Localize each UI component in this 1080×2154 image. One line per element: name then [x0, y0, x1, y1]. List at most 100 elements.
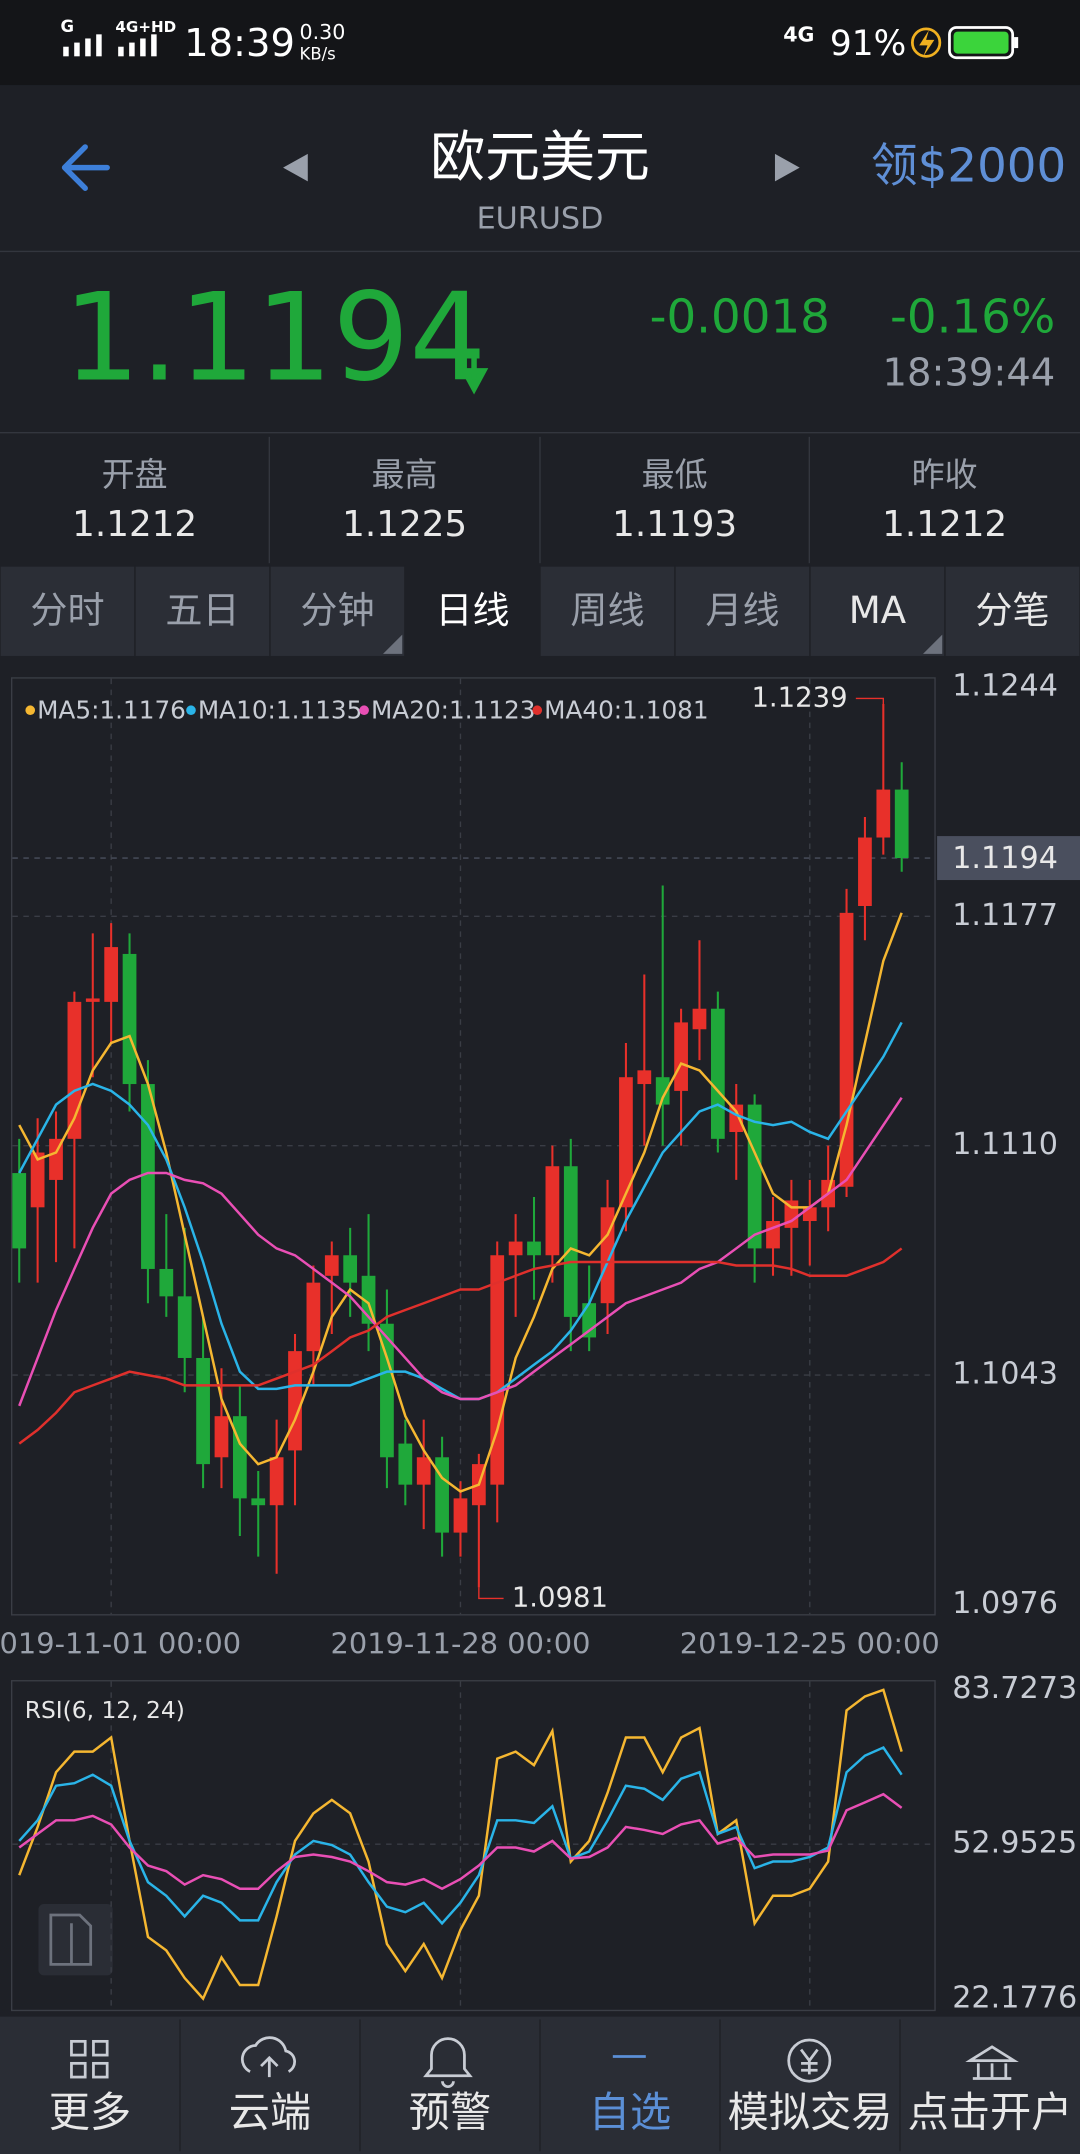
- candle-body: [435, 1457, 449, 1533]
- candle-body: [288, 1351, 302, 1451]
- tab[interactable]: [404, 565, 541, 658]
- candle-body: [306, 1282, 321, 1352]
- toggle-button[interactable]: [38, 1903, 113, 1976]
- legend-label: MA5:1.1176: [37, 696, 186, 725]
- network-label: 4G: [783, 23, 814, 47]
- candle-body: [655, 1077, 670, 1105]
- tab[interactable]: [134, 565, 271, 658]
- back-button[interactable]: [61, 144, 110, 191]
- network-label: 4G+HD: [115, 18, 176, 36]
- legend-label: MA10:1.1135: [198, 696, 363, 725]
- candle-body: [85, 998, 100, 1002]
- tab[interactable]: [674, 565, 811, 658]
- percent-change: -0.16%: [890, 291, 1055, 345]
- candle-body: [876, 789, 891, 838]
- y-tick-label: 1.1043: [952, 1357, 1058, 1392]
- tab-label: 日线: [435, 589, 509, 632]
- prev-button[interactable]: [283, 153, 308, 182]
- speed-unit: KB/s: [300, 44, 336, 63]
- stat-value: 1.1225: [342, 504, 467, 545]
- signal-icon: [63, 34, 157, 57]
- x-tick-label: 2019-11-01 00:00: [0, 1627, 241, 1661]
- y-tick-label: 22.1776: [952, 1980, 1077, 2015]
- candle-body: [67, 1001, 82, 1139]
- tab[interactable]: [809, 565, 946, 658]
- legend-dot: [532, 705, 543, 716]
- legend-label: MA20:1.1123: [371, 696, 536, 725]
- candle-body: [232, 1416, 247, 1499]
- nav-label: 云端: [229, 2089, 311, 2137]
- clock: 18:39: [184, 21, 295, 66]
- candle-body: [159, 1268, 174, 1297]
- candle-body: [398, 1443, 413, 1485]
- candle-body: [747, 1104, 762, 1249]
- tab-corner: [383, 634, 403, 654]
- candle-body: [416, 1457, 431, 1485]
- chart-area: [0, 656, 1080, 2017]
- candle-body: [894, 789, 909, 859]
- high-annotation: 1.1239: [751, 682, 847, 713]
- charging-bolt: [919, 30, 935, 57]
- next-button[interactable]: [774, 153, 800, 182]
- y-tick-label: 52.9525: [952, 1826, 1077, 1861]
- candle-body: [453, 1498, 468, 1533]
- speed: 0.30: [300, 20, 346, 44]
- x-tick-label: 2019-11-28 00:00: [330, 1627, 590, 1661]
- nav-icons: [70, 2036, 1019, 2088]
- tab[interactable]: [0, 565, 136, 658]
- candle-body: [545, 1166, 560, 1256]
- promo-button[interactable]: 领$2000: [871, 139, 1066, 193]
- candle-body: [12, 1173, 27, 1249]
- legend-dot: [359, 705, 369, 716]
- quote-time: 18:39:44: [883, 351, 1056, 396]
- low-annotation: 1.0981: [512, 1582, 608, 1613]
- candle-body: [619, 1077, 633, 1208]
- battery-percent: 91%: [830, 24, 906, 64]
- status-bar: [0, 0, 1080, 86]
- price-change: -0.0018: [650, 291, 830, 345]
- battery-level: [953, 31, 1009, 54]
- tab-label: MA: [849, 589, 907, 632]
- y-tick-label: 1.1110: [952, 1127, 1058, 1162]
- main-chart-frame: [10, 677, 936, 1616]
- series-line: [18, 1247, 903, 1445]
- tab[interactable]: [269, 565, 406, 658]
- candle-body: [269, 1457, 284, 1506]
- candle-body: [380, 1323, 394, 1458]
- tab-label: 五日: [165, 589, 239, 632]
- stat-label: 开盘: [102, 455, 168, 494]
- series-line: [18, 1792, 903, 1891]
- candle-body: [563, 1166, 578, 1317]
- candle-body: [177, 1296, 192, 1358]
- candle-body: [600, 1207, 615, 1304]
- subtitle: EURUSD: [477, 201, 604, 236]
- stat-label: 最低: [642, 455, 708, 494]
- candle-body: [343, 1255, 358, 1283]
- candle-body: [710, 1008, 725, 1139]
- tab[interactable]: [944, 565, 1080, 658]
- rsi-title: RSI(6, 12, 24): [25, 1696, 185, 1724]
- stat-separators: [268, 436, 810, 564]
- title: 欧元美元: [430, 125, 650, 189]
- candle-body: [251, 1498, 266, 1506]
- last-price-label: 1.1194: [952, 841, 1058, 876]
- nav-label: 更多: [49, 2089, 131, 2137]
- candle-body: [104, 947, 119, 1002]
- stat-value: 1.1193: [612, 504, 737, 545]
- y-tick-label: 1.1177: [952, 898, 1058, 933]
- tab-label: 分钟: [300, 589, 374, 632]
- series-line: [18, 912, 903, 1493]
- tab-label: 分时: [30, 589, 104, 632]
- series-line: [18, 1097, 903, 1407]
- y-tick-label: 1.0976: [952, 1586, 1058, 1621]
- battery: [948, 26, 1015, 60]
- x-tick-label: 2019-12-25 00:00: [680, 1627, 940, 1661]
- tab[interactable]: [539, 565, 676, 658]
- candle-body: [508, 1241, 523, 1256]
- last-price-tag: [937, 836, 1080, 881]
- legend-dot: [25, 705, 36, 716]
- series-line: [18, 1688, 903, 2001]
- candle-body: [49, 1138, 63, 1180]
- tab-label: 分笔: [975, 589, 1049, 632]
